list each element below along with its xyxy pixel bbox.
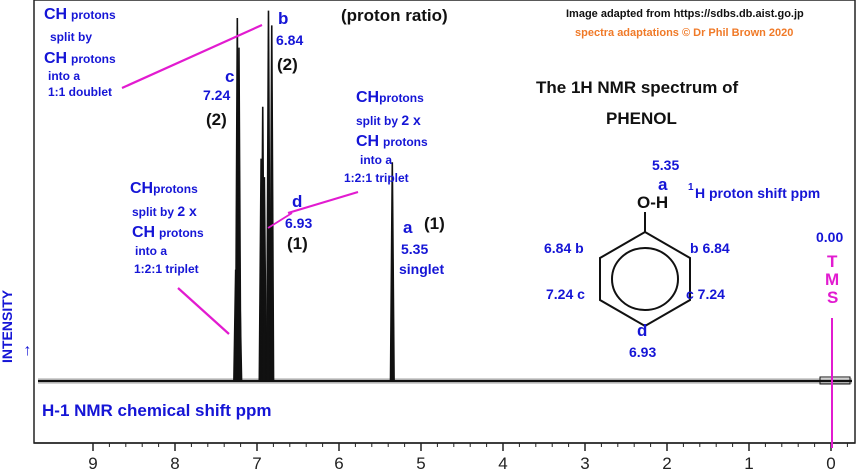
baseline-noise: [38, 378, 852, 384]
y-axis-title: INTENSITY: [0, 289, 15, 363]
tms-letter-s: S: [827, 288, 839, 307]
pointer-triplet-left: [177, 287, 230, 335]
x-tick-label: 2: [662, 454, 671, 473]
pointer-triplet-right: [287, 190, 359, 215]
note-triplet-right-ch: CH: [356, 89, 380, 106]
tms-value: 0.00: [816, 229, 844, 245]
x-tick-label: 3: [580, 454, 589, 473]
tms-letter-t: T: [827, 252, 838, 271]
note-triplet-left-2x: 2 x: [177, 203, 197, 219]
peak-b-ratio: (2): [277, 55, 298, 74]
spectrum-peak-a: [389, 162, 395, 382]
note-triplet-left-protons: protons: [153, 182, 198, 196]
mol-a-letter: a: [658, 175, 668, 194]
peak-c-shift: 7.24: [203, 87, 231, 103]
note-triplet-left-pattern: 1:2:1 triplet: [134, 262, 199, 276]
y-axis-arrow-icon: →: [17, 343, 34, 359]
x-tick-label: 9: [88, 454, 97, 473]
x-axis-title: H-1 NMR chemical shift ppm: [42, 401, 272, 420]
peak-d-letter: d: [292, 192, 303, 211]
note-triplet-right-protons2: protons: [383, 135, 428, 149]
mol-right-c: c 7.24: [686, 286, 725, 302]
spectrum-peak-c: [237, 288, 243, 382]
x-tick-label: 0: [826, 454, 835, 473]
peak-a-shift: 5.35: [401, 241, 429, 257]
tms-letter-m: M: [825, 270, 840, 289]
note-triplet-left-ch2: CH: [132, 224, 156, 241]
note-triplet-right-split: split by: [356, 114, 399, 128]
peak-a-letter: a: [403, 218, 413, 237]
tms-baseline-box: [819, 376, 851, 385]
spectrum-peaks: [233, 10, 395, 382]
mol-a-shift: 5.35: [652, 157, 680, 173]
pointer-peak-d: [267, 212, 293, 229]
x-tick-label: 6: [334, 454, 343, 473]
x-axis-tick-labels: 9 8 7 6 5 4 3 2 1 0: [88, 454, 835, 473]
aromatic-circle: [611, 247, 679, 311]
note-doublet-ch: CH: [44, 6, 68, 23]
x-tick-label: 4: [498, 454, 507, 473]
x-tick-label: 5: [416, 454, 425, 473]
mol-legend-text: H proton shift ppm: [695, 185, 821, 201]
credit-author: spectra adaptations © Dr Phil Brown 2020: [575, 27, 794, 39]
note-doublet-pattern: 1:1 doublet: [48, 85, 113, 99]
mol-oh: O-H: [637, 193, 669, 212]
peak-c-ratio: (2): [206, 110, 227, 129]
note-doublet-protons: protons: [71, 8, 116, 22]
peak-c-letter: c: [225, 67, 235, 86]
spectrum-title-line1: The 1H NMR spectrum of: [536, 78, 739, 97]
y-axis-title-group: INTENSITY →: [0, 273, 35, 363]
x-tick-label: 8: [170, 454, 179, 473]
peak-a-multiplicity: singlet: [399, 261, 445, 277]
note-doublet-split: split by: [50, 30, 93, 44]
note-doublet-into: into a: [48, 69, 80, 83]
mol-legend-sup: 1: [688, 182, 694, 193]
credit-source: Image adapted from https://sdbs.db.aist.…: [566, 8, 804, 20]
peak-d-ratio: (1): [287, 234, 308, 253]
note-triplet-right-2x: 2 x: [401, 112, 421, 128]
x-axis-ticks: [92, 443, 848, 451]
note-triplet-right-into: into a: [360, 153, 392, 167]
peak-a-ratio: (1): [424, 214, 445, 233]
mol-left-c: 7.24 c: [546, 286, 585, 302]
mol-d-letter: d: [637, 321, 648, 340]
proton-ratio-title: (proton ratio): [341, 6, 448, 25]
note-doublet-ch2: CH: [44, 50, 68, 67]
note-triplet-left-protons2: protons: [159, 226, 204, 240]
spectrum-peak-d: [261, 177, 267, 382]
spectrum-peak-b: [269, 25, 275, 382]
peak-d-shift: 6.93: [285, 215, 313, 231]
x-tick-label: 7: [252, 454, 261, 473]
pointer-doublet: [121, 23, 263, 90]
x-tick-label: 1: [744, 454, 753, 473]
mol-d-shift: 6.93: [629, 344, 657, 360]
peak-b-shift: 6.84: [276, 32, 304, 48]
mol-right-b: b 6.84: [690, 240, 730, 256]
note-triplet-left-split: split by: [132, 205, 175, 219]
peak-b-letter: b: [278, 9, 289, 28]
note-triplet-left-ch: CH: [130, 180, 154, 197]
benzene-ring: [599, 230, 691, 328]
note-triplet-right-ch2: CH: [356, 133, 380, 150]
mol-left-b: 6.84 b: [544, 240, 584, 256]
note-triplet-right-protons: protons: [379, 91, 424, 105]
spectrum-title-line2: PHENOL: [606, 109, 677, 128]
note-triplet-left-into: into a: [135, 244, 167, 258]
note-doublet-protons2: protons: [71, 52, 116, 66]
note-triplet-right-pattern: 1:2:1 triplet: [344, 171, 409, 185]
phenol-structure: [599, 212, 691, 328]
